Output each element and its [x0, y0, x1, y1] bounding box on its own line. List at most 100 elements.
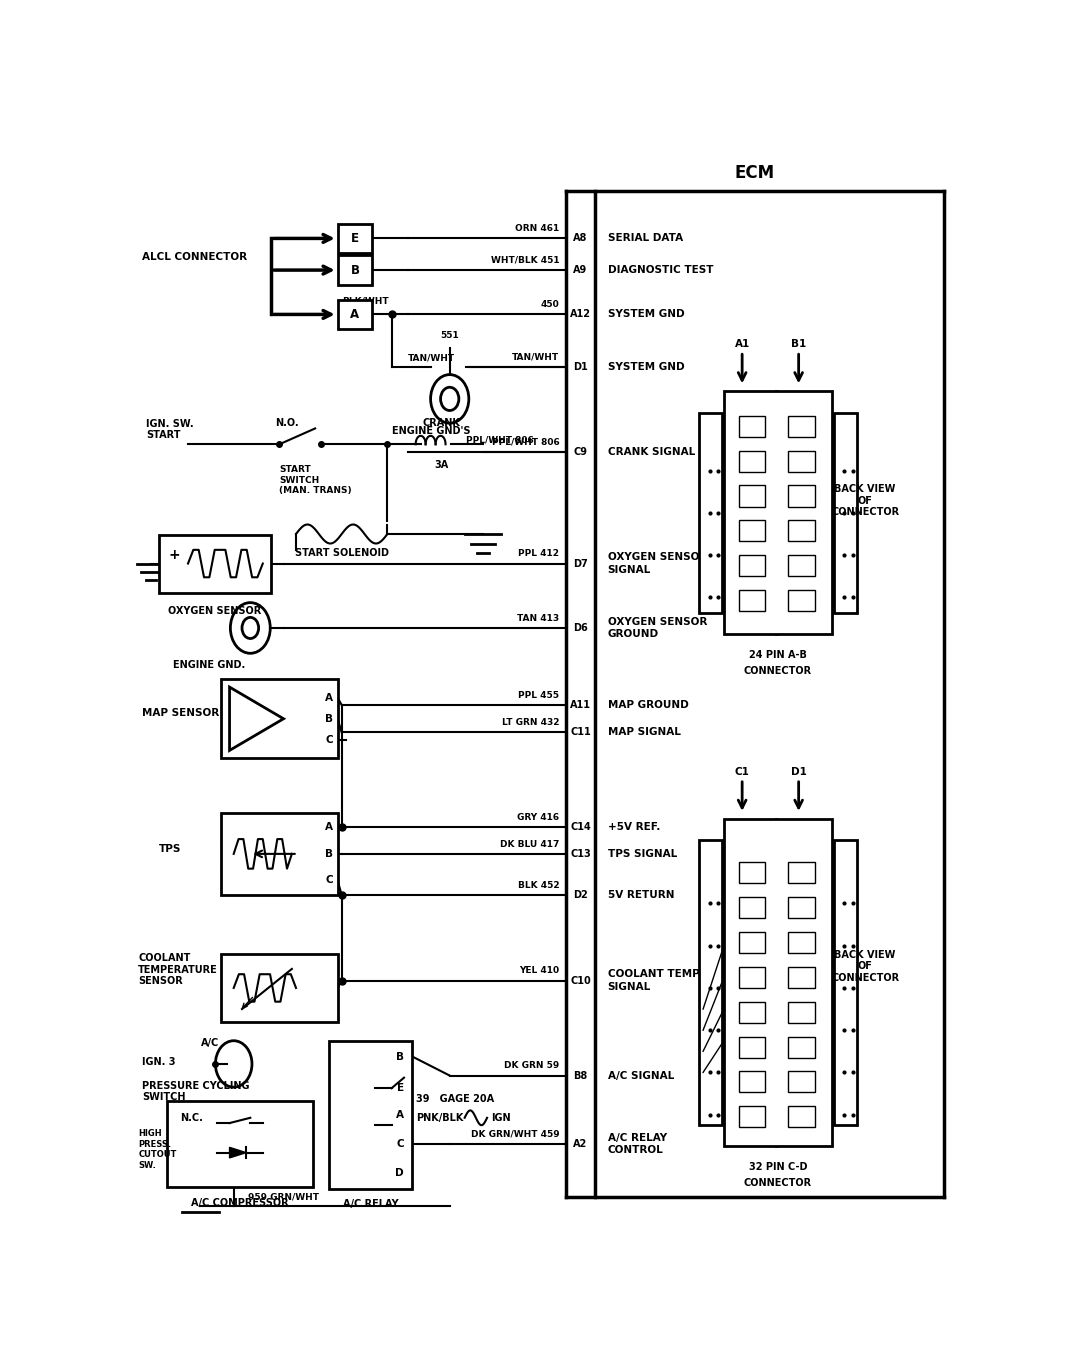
Text: OXYGEN SENSOR
GROUND: OXYGEN SENSOR GROUND: [608, 617, 706, 639]
Text: TAN/WHT: TAN/WHT: [408, 354, 456, 362]
Text: B: B: [325, 849, 333, 858]
Text: A8: A8: [574, 233, 587, 244]
Text: A9: A9: [574, 265, 587, 276]
Text: MAP GROUND: MAP GROUND: [608, 701, 688, 710]
Text: DIAGNOSTIC TEST: DIAGNOSTIC TEST: [608, 265, 713, 276]
Bar: [724, 392, 832, 635]
Text: PPL/WHT 806: PPL/WHT 806: [492, 437, 560, 447]
Bar: [739, 415, 765, 437]
Text: OXYGEN SENSOR
SIGNAL: OXYGEN SENSOR SIGNAL: [608, 553, 706, 574]
Text: ALCL CONNECTOR: ALCL CONNECTOR: [143, 252, 248, 262]
Text: GRY 416: GRY 416: [518, 813, 560, 823]
Text: SERIAL DATA: SERIAL DATA: [608, 233, 683, 244]
Text: +: +: [169, 548, 180, 562]
Text: D: D: [396, 1168, 404, 1178]
Text: C11: C11: [570, 728, 591, 738]
Text: PRESSURE CYCLING
SWITCH: PRESSURE CYCLING SWITCH: [143, 1080, 250, 1102]
Polygon shape: [229, 1148, 247, 1158]
Bar: [834, 840, 857, 1126]
Bar: [788, 520, 815, 542]
Bar: [699, 840, 723, 1126]
Bar: [788, 862, 815, 883]
Text: N.O.: N.O.: [276, 418, 299, 428]
Bar: [338, 300, 372, 329]
Text: E: E: [397, 1083, 404, 1093]
Text: ORN 461: ORN 461: [516, 223, 560, 233]
Text: YEL 410: YEL 410: [519, 967, 560, 975]
Text: WHT/BLK 451: WHT/BLK 451: [491, 256, 560, 265]
Text: PNK/BLK: PNK/BLK: [416, 1113, 464, 1123]
Text: B1: B1: [791, 339, 806, 350]
Bar: [338, 223, 372, 254]
Text: C10: C10: [570, 976, 591, 986]
Bar: [788, 1036, 815, 1057]
Text: A/C RELAY: A/C RELAY: [343, 1200, 399, 1209]
Text: 39   GAGE 20A: 39 GAGE 20A: [416, 1094, 494, 1104]
Text: C13: C13: [570, 849, 591, 858]
Bar: [739, 451, 765, 472]
Text: CONNECTOR: CONNECTOR: [744, 666, 812, 676]
Bar: [739, 967, 765, 988]
Text: B: B: [351, 263, 359, 277]
Text: TPS SIGNAL: TPS SIGNAL: [608, 849, 676, 858]
Text: 551: 551: [441, 330, 459, 340]
Text: IGN. 3: IGN. 3: [143, 1057, 176, 1067]
Bar: [788, 555, 815, 576]
Text: B: B: [396, 1052, 404, 1061]
Bar: [788, 1106, 815, 1127]
Text: SYSTEM GND: SYSTEM GND: [608, 362, 684, 372]
Bar: [739, 520, 765, 542]
Text: MAP SIGNAL: MAP SIGNAL: [608, 728, 681, 738]
Text: C1: C1: [734, 766, 749, 777]
Text: DK GRN/WHT 459: DK GRN/WHT 459: [471, 1130, 560, 1139]
Text: 5V RETURN: 5V RETURN: [608, 890, 674, 899]
Text: BACK VIEW
OF
CONNECTOR: BACK VIEW OF CONNECTOR: [831, 950, 899, 983]
Text: CONNECTOR: CONNECTOR: [744, 1178, 812, 1187]
Text: OXYGEN SENSOR: OXYGEN SENSOR: [168, 606, 262, 617]
Text: CRANK SIGNAL: CRANK SIGNAL: [608, 447, 695, 457]
Text: ENGINE GND'S: ENGINE GND'S: [391, 426, 470, 436]
Text: COOLANT TEMP.
SIGNAL: COOLANT TEMP. SIGNAL: [608, 969, 701, 991]
Text: CRANK: CRANK: [422, 418, 460, 428]
Text: HIGH
PRESS.
CUTOUT
SW.: HIGH PRESS. CUTOUT SW.: [138, 1130, 177, 1169]
Bar: [739, 1071, 765, 1093]
Text: 24 PIN A-B: 24 PIN A-B: [749, 650, 807, 659]
Text: TAN/WHT: TAN/WHT: [512, 352, 560, 362]
Text: E: E: [351, 232, 359, 245]
Bar: [329, 1041, 413, 1189]
Text: A: A: [351, 308, 359, 321]
Bar: [221, 679, 338, 758]
Text: 450: 450: [540, 300, 560, 308]
Bar: [739, 555, 765, 576]
Text: PPL 455: PPL 455: [519, 691, 560, 699]
Text: A12: A12: [570, 310, 591, 319]
Bar: [167, 1101, 313, 1187]
Bar: [739, 1036, 765, 1057]
Bar: [788, 590, 815, 611]
Bar: [788, 1002, 815, 1023]
Text: +5V REF.: +5V REF.: [608, 823, 660, 832]
Bar: [221, 954, 338, 1023]
Text: SYSTEM GND: SYSTEM GND: [608, 310, 684, 319]
Text: LT GRN 432: LT GRN 432: [502, 718, 560, 727]
Text: PPL 412: PPL 412: [519, 550, 560, 558]
Text: C: C: [397, 1139, 404, 1149]
Text: COOLANT
TEMPERATURE
SENSOR: COOLANT TEMPERATURE SENSOR: [138, 953, 218, 986]
Text: A: A: [396, 1109, 404, 1120]
Text: 959 GRN/WHT: 959 GRN/WHT: [248, 1193, 319, 1201]
Bar: [788, 1071, 815, 1093]
Text: TAN 413: TAN 413: [518, 614, 560, 622]
Text: IGN. SW.
START: IGN. SW. START: [147, 418, 194, 440]
Text: START SOLENOID: START SOLENOID: [295, 548, 389, 558]
Bar: [739, 897, 765, 919]
Bar: [739, 1106, 765, 1127]
Text: BACK VIEW
OF
CONNECTOR: BACK VIEW OF CONNECTOR: [831, 484, 899, 517]
Bar: [788, 415, 815, 437]
Bar: [788, 897, 815, 919]
Bar: [724, 818, 832, 1146]
Text: C: C: [326, 735, 333, 744]
Text: B: B: [325, 714, 333, 724]
Text: PPL/WHT 806: PPL/WHT 806: [466, 435, 534, 444]
Text: DK GRN 59: DK GRN 59: [504, 1061, 560, 1071]
Text: C14: C14: [570, 823, 591, 832]
